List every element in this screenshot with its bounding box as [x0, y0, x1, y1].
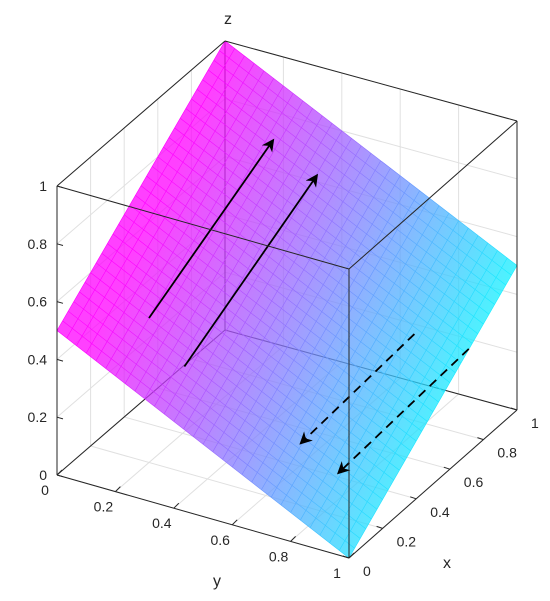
dashed-arrow-2: [299, 333, 416, 445]
plot-box-front: [56, 40, 518, 559]
surface-mesh-x-29: [219, 50, 512, 276]
z-tick-mark-2: [56, 358, 64, 362]
x-axis-label: x: [443, 555, 451, 572]
box-edge-top-back-right: [224, 40, 518, 122]
x-tick-mark-0: [342, 555, 350, 559]
y-tick-mark-5: [348, 552, 355, 559]
z-tick-label-5: 1: [39, 178, 47, 194]
y-tick-mark-2: [173, 502, 180, 509]
y-tick-label-3: 0.6: [210, 532, 230, 548]
z-tick-label-0: 0: [39, 467, 47, 483]
y-tick-mark-3: [231, 519, 238, 526]
y-tick-label-5: 1: [333, 565, 341, 581]
surface-mesh-y-25: [300, 227, 469, 521]
x-tick-label-1: 0.2: [397, 533, 417, 549]
y-tick-label-4: 0.8: [269, 548, 289, 564]
tick-labels: 0 0.2 0.4 0.6 0.8 1 0 0.2 0.4 0.6 0.8 1 0 0.2 0.4 0.6 0.…: [28, 178, 539, 581]
y-tick-mark-0: [56, 469, 63, 476]
y-tick-mark-4: [290, 536, 296, 542]
y-axis-label: y: [213, 573, 221, 590]
z-tick-mark-0: [56, 474, 64, 478]
z-tick-label-3: 0.6: [28, 294, 48, 310]
y-tick-mark-1: [115, 486, 121, 492]
z-tick-mark-4: [56, 243, 64, 246]
z-tick-mark-5: [56, 185, 64, 189]
x-tick-mark-1: [376, 525, 383, 529]
surface-mesh-y-28: [329, 250, 498, 543]
box-edge-top-back-left: [56, 40, 226, 187]
surface-mesh-y-26: [309, 235, 479, 528]
solid-arrow-1: [183, 173, 319, 368]
x-tick-label-0: 0: [363, 563, 371, 579]
x-tick-mark-2: [410, 496, 417, 500]
box-edge-top-right: [348, 120, 518, 270]
x-tick-mark-4: [477, 437, 484, 441]
box-edge-bottom-right: [348, 409, 518, 559]
surface-mesh-y-29: [339, 257, 508, 551]
y-tick-label-1: 0.2: [94, 499, 114, 515]
z-tick-mark-3: [56, 301, 64, 304]
z-tick-label-4: 0.8: [28, 236, 48, 252]
y-tick-label-0: 0: [41, 482, 49, 498]
box-edge-top-left: [56, 185, 350, 270]
surface: [56, 40, 518, 559]
surface-mesh-y-30: [348, 265, 518, 559]
z-tick-label-2: 0.4: [28, 351, 48, 367]
z-axis-label: z: [224, 11, 232, 28]
y-tick-label-2: 0.4: [152, 515, 172, 531]
surface-mesh-x-30: [224, 40, 518, 266]
surface-mesh-x-26: [202, 79, 495, 305]
x-tick-label-2: 0.4: [430, 504, 450, 520]
surface-fill: [57, 41, 517, 558]
z-tick-mark-1: [56, 416, 64, 420]
surface-mesh-x-28: [213, 60, 506, 286]
x-tick-label-3: 0.6: [464, 474, 484, 490]
x-tick-mark-5: [510, 407, 518, 411]
surface-mesh-x-27: [208, 69, 501, 295]
x-tick-mark-3: [443, 466, 450, 470]
surface-mesh-y-27: [319, 242, 489, 536]
x-tick-label-4: 0.8: [497, 445, 517, 461]
x-tick-label-5: 1: [531, 415, 539, 431]
box-edge-bottom-left: [56, 474, 350, 559]
z-tick-label-1: 0.2: [28, 409, 48, 425]
